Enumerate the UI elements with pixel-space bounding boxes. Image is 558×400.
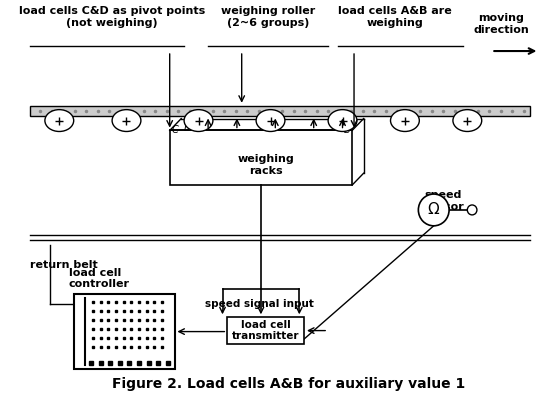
Text: C: C [172,126,179,136]
Text: Figure 2. Load cells A&B for auxiliary value 1: Figure 2. Load cells A&B for auxiliary v… [112,377,465,391]
Text: load cell
transmitter: load cell transmitter [232,320,300,341]
Text: D: D [184,122,191,132]
Ellipse shape [256,110,285,132]
Bar [170,130,352,185]
Text: A: A [344,116,350,126]
Text: load cell
controller: load cell controller [69,268,130,289]
Text: return belt: return belt [31,260,98,270]
Text: speed
sensor: speed sensor [422,190,464,212]
FancyBboxPatch shape [227,317,304,344]
Ellipse shape [184,110,213,132]
Text: B: B [343,126,350,136]
Text: weighing roller
(2~6 groups): weighing roller (2~6 groups) [222,6,316,28]
Ellipse shape [391,110,419,132]
Text: weighing
racks: weighing racks [237,154,294,176]
Ellipse shape [112,110,141,132]
Text: load cells C&D as pivot points
(not weighing): load cells C&D as pivot points (not weig… [19,6,205,28]
Bar [31,106,530,116]
Ellipse shape [45,110,74,132]
Circle shape [467,205,477,215]
Ellipse shape [328,110,357,132]
Bar [74,294,175,369]
Text: speed signal input: speed signal input [205,299,314,309]
Circle shape [418,194,449,226]
Ellipse shape [453,110,482,132]
Text: load cells A&B are
weighing: load cells A&B are weighing [339,6,452,28]
Text: Ω: Ω [428,202,440,218]
Text: moving
direction: moving direction [473,13,529,35]
